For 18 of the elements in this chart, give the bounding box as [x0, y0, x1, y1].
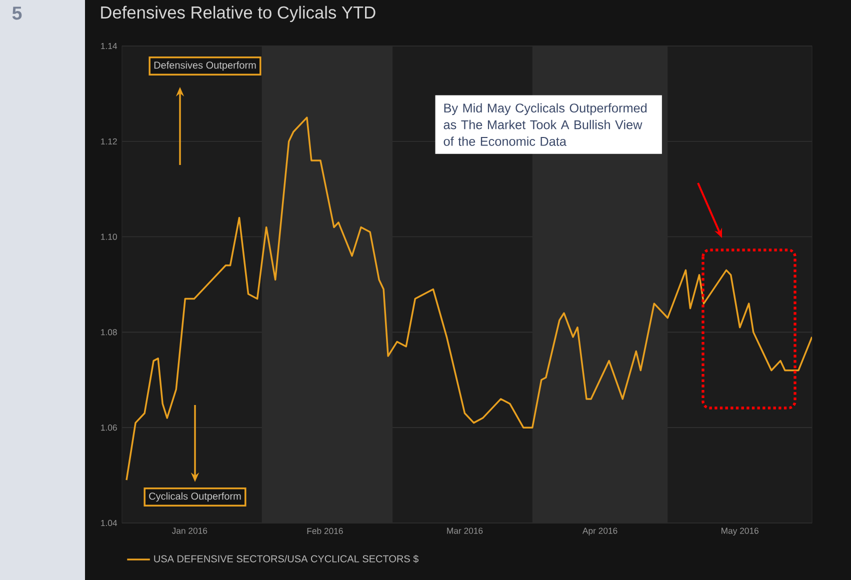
annotation: Defensives Outperform: [154, 61, 256, 71]
legend-label: USA DEFENSIVE SECTORS/USA CYCLICAL SECTORS $: [154, 554, 419, 563]
x-tick-label: Feb 2016: [307, 528, 343, 534]
x-tick-label: Jan 2016: [172, 528, 208, 534]
x-tick-label: May 2016: [722, 528, 758, 536]
y-tick-label: 1.06: [101, 424, 117, 431]
y-tick-label: 1.10: [101, 234, 117, 240]
line-series: [126, 116, 812, 481]
text: 5: [12, 6, 22, 20]
annotation: By Mid May Cyclicals Outperformed as The Market Took A Bullish View of the Economic Data: [444, 103, 647, 146]
chart-title: Defensives Relative to Cylicals YTD: [101, 6, 376, 22]
x-tick-label: Mar 2016: [447, 528, 483, 534]
y-tick-label: 1.12: [101, 138, 117, 144]
y-tick-label: 1.08: [101, 329, 117, 336]
x-tick-label: Apr 2016: [582, 528, 618, 536]
y-tick-label: 1.04: [101, 520, 118, 526]
y-tick-label: 1.14: [101, 43, 118, 49]
annotation: Cyclicals Outperform: [149, 492, 241, 502]
